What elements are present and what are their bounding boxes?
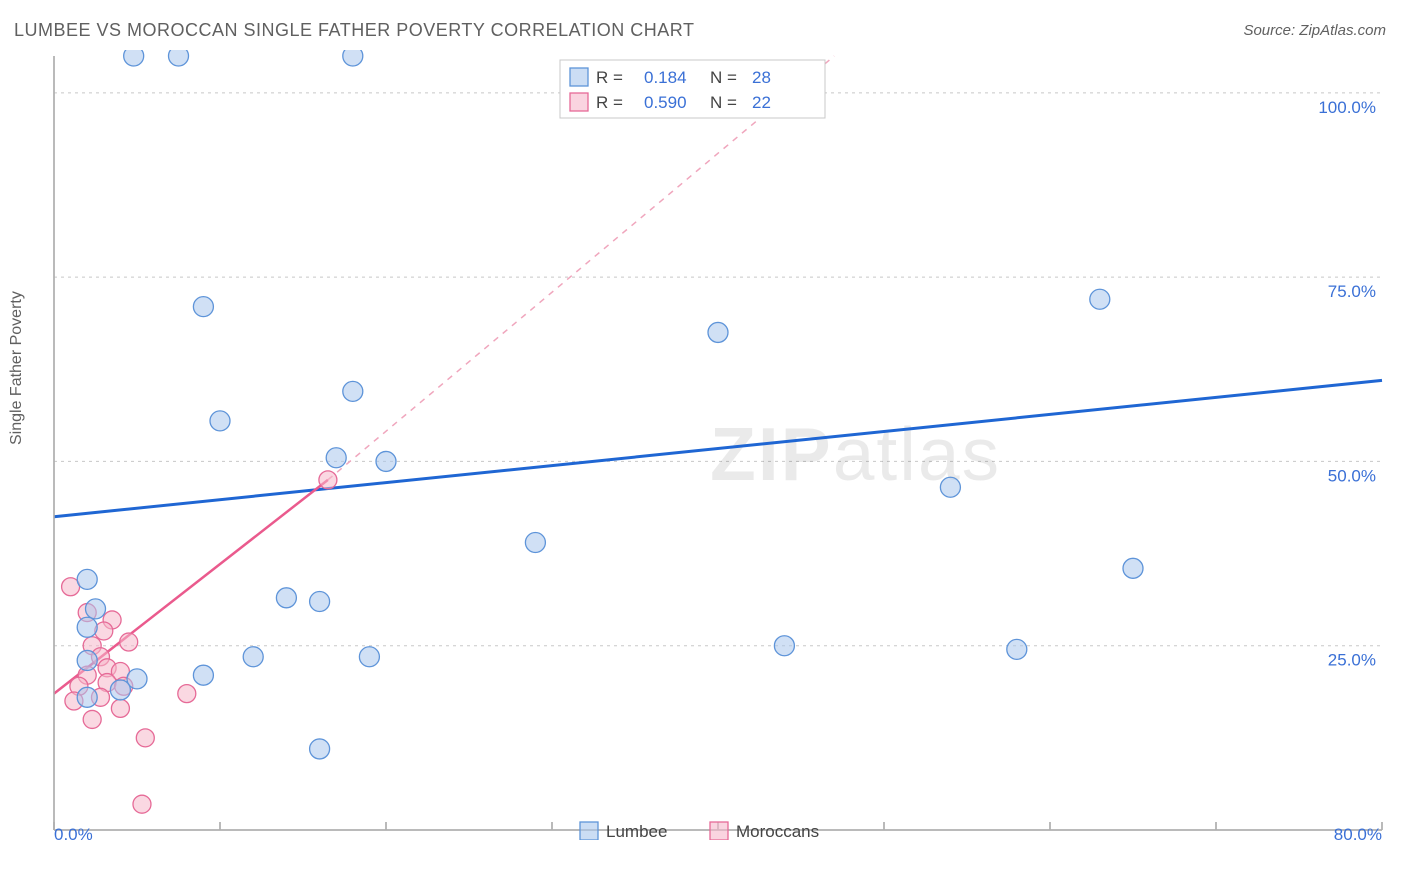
bottom-legend-lumbee: Lumbee — [606, 822, 667, 840]
legend-swatch-moroccans — [570, 93, 588, 111]
data-point-moroccans — [83, 710, 101, 728]
legend-n-moroccans: 22 — [752, 93, 771, 112]
legend-r-moroccans: 0.590 — [644, 93, 687, 112]
data-point-lumbee — [326, 448, 346, 468]
legend-n-label2: N = — [710, 93, 737, 112]
data-point-moroccans — [178, 685, 196, 703]
data-point-lumbee — [343, 381, 363, 401]
y-tick-label: 100.0% — [1318, 98, 1376, 117]
data-point-lumbee — [359, 647, 379, 667]
legend-n-label: N = — [710, 68, 737, 87]
legend-n-lumbee: 28 — [752, 68, 771, 87]
data-point-lumbee — [1007, 639, 1027, 659]
data-point-lumbee — [708, 322, 728, 342]
data-point-lumbee — [193, 665, 213, 685]
legend-swatch-lumbee — [570, 68, 588, 86]
plot-area: 25.0%50.0%75.0%100.0%ZIPatlasR =0.184N =… — [50, 50, 1386, 840]
y-tick-label: 25.0% — [1328, 651, 1376, 670]
y-axis-label: Single Father Poverty — [8, 291, 26, 445]
data-point-moroccans — [136, 729, 154, 747]
data-point-lumbee — [343, 50, 363, 66]
data-point-lumbee — [110, 680, 130, 700]
data-point-lumbee — [310, 739, 330, 759]
data-point-lumbee — [86, 599, 106, 619]
x-start-label2: 0.0% — [54, 825, 93, 840]
data-point-lumbee — [77, 650, 97, 670]
data-point-lumbee — [774, 636, 794, 656]
legend-r-label: R = — [596, 68, 623, 87]
data-point-moroccans — [319, 471, 337, 489]
data-point-lumbee — [276, 588, 296, 608]
bottom-legend-swatch-lumbee — [580, 822, 598, 840]
trendline-lumbee — [54, 380, 1382, 516]
source-label: Source: ZipAtlas.com — [1243, 22, 1386, 39]
chart-title: LUMBEE VS MOROCCAN SINGLE FATHER POVERTY… — [14, 20, 694, 41]
data-point-lumbee — [940, 477, 960, 497]
data-point-lumbee — [77, 687, 97, 707]
legend-r-label2: R = — [596, 93, 623, 112]
data-point-lumbee — [243, 647, 263, 667]
data-point-lumbee — [124, 50, 144, 66]
data-point-moroccans — [111, 699, 129, 717]
y-tick-label: 75.0% — [1328, 282, 1376, 301]
data-point-moroccans — [133, 795, 151, 813]
data-point-lumbee — [210, 411, 230, 431]
data-point-moroccans — [120, 633, 138, 651]
data-point-lumbee — [193, 297, 213, 317]
data-point-lumbee — [169, 50, 189, 66]
scatter-chart-svg: 25.0%50.0%75.0%100.0%ZIPatlasR =0.184N =… — [50, 50, 1386, 840]
y-tick-label: 50.0% — [1328, 466, 1376, 485]
data-point-lumbee — [310, 591, 330, 611]
x-end-label: 80.0% — [1334, 825, 1382, 840]
data-point-lumbee — [77, 569, 97, 589]
data-point-lumbee — [525, 533, 545, 553]
data-point-lumbee — [1123, 558, 1143, 578]
data-point-lumbee — [77, 617, 97, 637]
bottom-legend-moroccans: Moroccans — [736, 822, 819, 840]
data-point-lumbee — [376, 451, 396, 471]
bottom-legend-swatch-moroccans — [710, 822, 728, 840]
data-point-lumbee — [1090, 289, 1110, 309]
legend-r-lumbee: 0.184 — [644, 68, 687, 87]
